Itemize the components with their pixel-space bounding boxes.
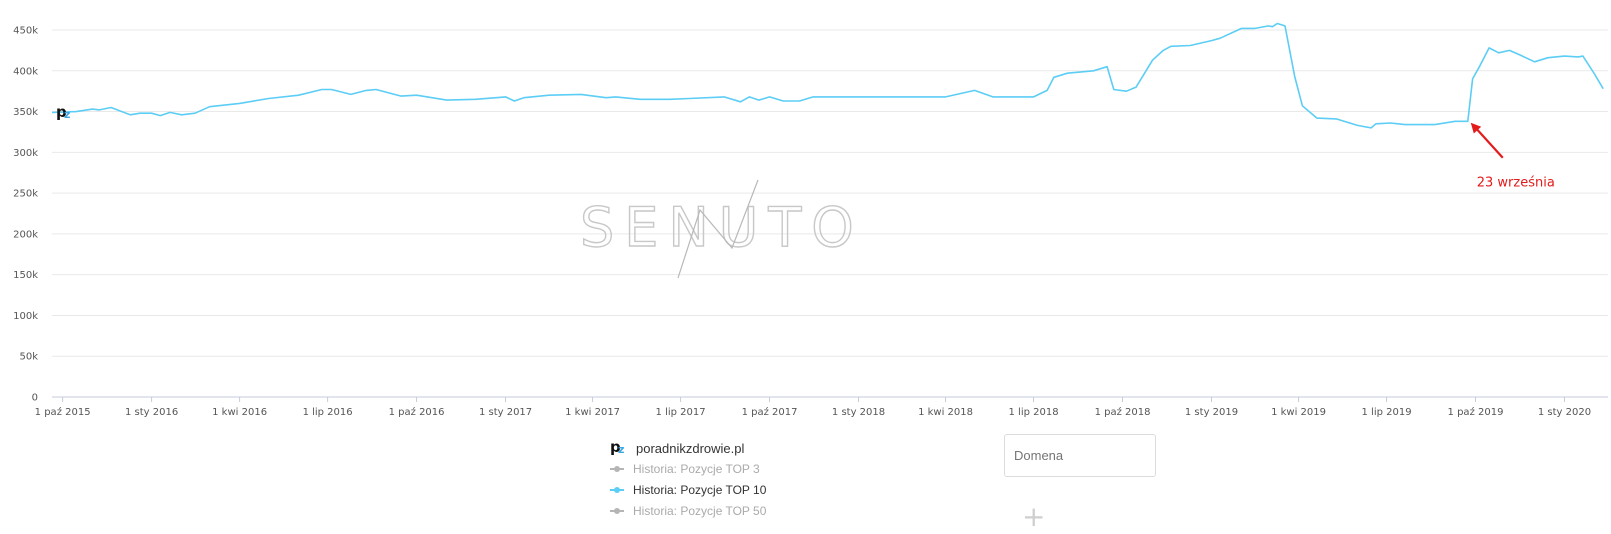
y-tick-label: 450k	[13, 26, 38, 37]
x-tick-label: 1 lip 2016	[303, 407, 353, 418]
y-tick-label: 400k	[13, 66, 38, 77]
annotation-arrow-head-icon	[1470, 122, 1482, 134]
domain-input[interactable]	[1004, 434, 1156, 477]
annotation-label: 23 września	[1477, 176, 1555, 191]
y-tick-label: 50k	[19, 352, 38, 363]
series-line-top10	[51, 22, 1604, 129]
annotation-layer: 23 września	[1470, 122, 1555, 191]
logo-p: p	[610, 438, 621, 456]
x-tick-label: 1 kwi 2018	[918, 407, 973, 418]
logo-z: z	[64, 108, 71, 121]
legend-item-label: Historia: Pozycje TOP 50	[633, 504, 767, 518]
y-tick-label: 250k	[13, 189, 38, 200]
y-tick-label: 150k	[13, 270, 38, 281]
legend-swatch-icon	[610, 506, 624, 516]
x-tick-label: 1 kwi 2016	[212, 407, 267, 418]
logo-p: p	[56, 103, 67, 121]
logo-z: z	[618, 443, 625, 456]
y-tick-label: 100k	[13, 311, 38, 322]
series-layer	[51, 22, 1604, 129]
x-axis-ticks: 1 paź 2015 1 sty 2016 1 kwi 2016 1 lip 2016…	[35, 397, 1591, 418]
plus-icon[interactable]: +	[1022, 500, 1046, 533]
legend-swatch-icon	[610, 485, 624, 495]
legend-item-label: Historia: Pozycje TOP 10	[633, 483, 767, 497]
legend-series-list: Historia: Pozycje TOP 3 Historia: Pozycje…	[610, 459, 766, 521]
keyword-history-chart: 0 50k 100k 150k 200k 250k 300k 350k 400k 450k 1 p…	[13, 22, 1608, 418]
annotation-arrow-line	[1471, 123, 1504, 159]
x-tick-label: 1 paź 2016	[389, 406, 445, 418]
x-tick-label: 1 sty 2019	[1185, 407, 1238, 418]
legend-swatch-icon	[610, 464, 624, 474]
x-tick-label: 1 sty 2016	[125, 407, 178, 418]
x-tick-label: 1 lip 2018	[1009, 407, 1059, 418]
y-tick-label: 300k	[13, 148, 38, 159]
watermark-text: SENUTO	[580, 196, 864, 259]
legend-item[interactable]: Historia: Pozycje TOP 50	[610, 501, 766, 521]
legend-item-label: Historia: Pozycje TOP 3	[633, 462, 760, 476]
domain-logo-icon: p z	[610, 438, 628, 456]
x-tick-label: 1 kwi 2019	[1271, 407, 1326, 418]
y-tick-label: 350k	[13, 107, 38, 118]
x-tick-label: 1 lip 2019	[1362, 407, 1412, 418]
watermark-slash-icon	[677, 179, 759, 279]
chart-legend: p z poradnikzdrowie.pl Historia: Pozycje…	[610, 438, 766, 521]
y-tick-label: 0	[32, 393, 38, 404]
legend-item[interactable]: Historia: Pozycje TOP 10	[610, 480, 766, 500]
y-gridlines	[52, 29, 1608, 357]
x-tick-label: 1 sty 2018	[832, 407, 885, 418]
y-axis-ticks: 0 50k 100k 150k 200k 250k 300k 350k 400k 450k	[13, 26, 38, 404]
legend-domain: p z poradnikzdrowie.pl	[610, 438, 766, 458]
x-tick-label: 1 sty 2017	[479, 407, 532, 418]
x-tick-label: 1 kwi 2017	[565, 407, 620, 418]
legend-domain-label: poradnikzdrowie.pl	[636, 440, 745, 456]
legend-item[interactable]: Historia: Pozycje TOP 3	[610, 459, 766, 479]
x-tick-label: 1 paź 2017	[742, 406, 798, 418]
y-tick-label: 200k	[13, 229, 38, 240]
x-tick-label: 1 paź 2018	[1095, 406, 1151, 418]
x-tick-label: 1 sty 2020	[1538, 407, 1591, 418]
x-tick-label: 1 lip 2017	[656, 407, 706, 418]
chart-start-logo-icon: p z	[56, 103, 74, 121]
x-tick-label: 1 paź 2015	[35, 406, 91, 418]
x-tick-label: 1 paź 2019	[1448, 406, 1504, 418]
senuto-watermark: SENUTO	[579, 179, 864, 279]
